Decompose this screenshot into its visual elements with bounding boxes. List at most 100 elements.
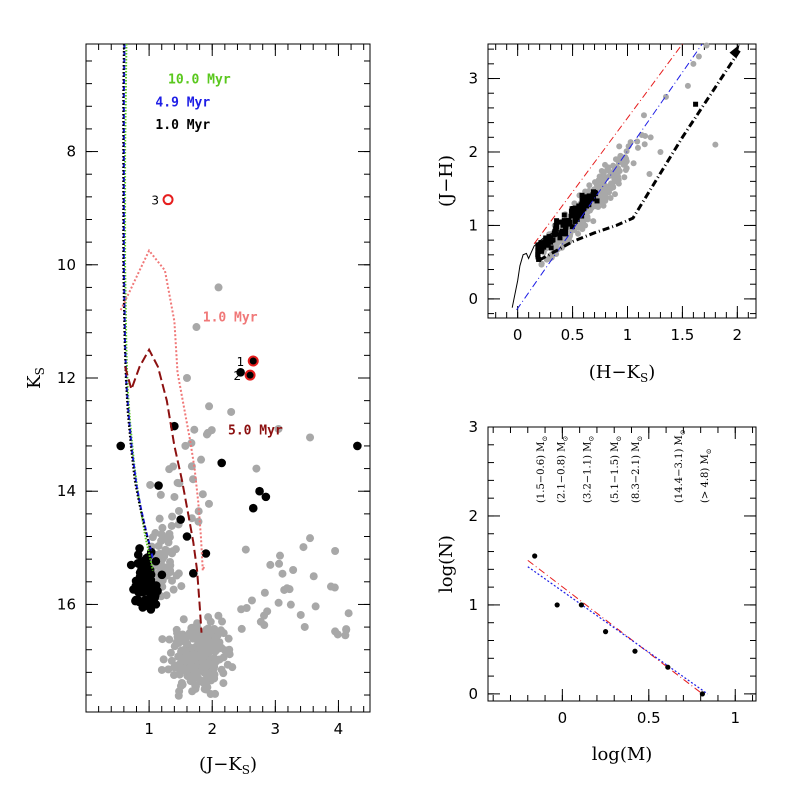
gray-star <box>289 565 298 574</box>
y-tick-label: 14 <box>57 482 76 500</box>
isochrone-line <box>124 43 154 571</box>
gray-star <box>164 665 173 674</box>
isochrone-line <box>119 248 206 571</box>
labeled-star-id: 1 <box>237 355 245 369</box>
black-star <box>563 231 569 237</box>
gray-star <box>201 663 210 672</box>
axes-frame <box>85 43 371 713</box>
gray-star <box>621 174 628 181</box>
black-star <box>538 248 544 254</box>
y-tick-label: 0 <box>468 685 478 703</box>
gray-star <box>174 506 183 515</box>
gray-star <box>186 677 195 686</box>
y-tick-label: 12 <box>57 369 76 387</box>
black-star <box>554 218 560 224</box>
x-tick-label: 2 <box>207 720 217 738</box>
gray-star <box>167 521 176 530</box>
gray-star <box>146 480 155 489</box>
gray-star <box>610 184 617 191</box>
gray-star <box>166 648 175 657</box>
gray-star <box>177 582 186 591</box>
gray-star <box>646 171 653 178</box>
isochrone-label: 1.0 Myr <box>203 310 258 325</box>
black-star <box>572 218 578 224</box>
isochrone-line <box>122 43 153 554</box>
x-tick-label: 3 <box>271 720 281 738</box>
black-star <box>154 481 163 490</box>
data-point <box>532 553 538 559</box>
gray-star <box>187 462 196 471</box>
gray-star <box>165 635 174 644</box>
gray-star <box>579 222 586 229</box>
black-star <box>560 221 566 227</box>
black-star <box>535 247 541 253</box>
x-tick-label: 4 <box>334 720 344 738</box>
gray-star <box>223 660 232 669</box>
locus-line <box>511 228 568 308</box>
black-star <box>176 515 185 524</box>
black-star <box>261 492 271 502</box>
gray-star <box>219 629 228 638</box>
gray-star <box>165 465 174 474</box>
y-tick-label: 10 <box>57 256 76 274</box>
black-star <box>585 196 591 202</box>
gray-star <box>205 402 214 411</box>
gray-star <box>217 665 226 674</box>
black-star <box>572 205 578 211</box>
gray-star <box>197 645 206 654</box>
gray-star <box>605 166 612 173</box>
gray-star <box>175 660 184 669</box>
gray-star <box>634 138 641 145</box>
black-star <box>574 210 580 216</box>
black-star <box>157 570 167 580</box>
gray-star <box>164 563 173 572</box>
black-star <box>182 532 192 541</box>
black-star <box>580 200 586 206</box>
gray-star <box>623 155 630 162</box>
gray-star <box>657 148 664 155</box>
gray-star <box>157 665 166 674</box>
black-star <box>201 549 211 558</box>
x-tick-label: 1.5 <box>670 326 694 344</box>
x-tick-label: 0 <box>513 326 523 344</box>
black-star <box>143 581 153 591</box>
gray-star <box>309 572 318 581</box>
black-star <box>569 206 575 212</box>
y-axis-label: log(N) <box>436 535 457 593</box>
gray-star <box>168 512 177 521</box>
gray-star <box>202 679 211 688</box>
gray-star <box>590 218 597 225</box>
gray-star <box>260 588 269 597</box>
gray-star <box>209 664 218 673</box>
gray-star <box>598 168 605 175</box>
gray-star <box>342 625 351 634</box>
gray-star <box>274 598 283 607</box>
y-tick-label: 1 <box>468 596 478 614</box>
isochrone-label: 5.0 Myr <box>228 424 283 439</box>
black-star <box>557 232 563 238</box>
labeled-star-3 <box>162 194 174 206</box>
black-star <box>133 595 143 605</box>
gray-star <box>622 167 629 174</box>
y-tick-label: 2 <box>468 143 478 161</box>
gray-star <box>214 283 223 292</box>
mass-function-panel: 0 0.5 1 0 1 2 3 (1.5−0.6) M⊙ (2.1−0.8) M⊙ (3.2−1.… <box>436 418 757 765</box>
black-star <box>549 237 555 243</box>
gray-star <box>296 610 305 619</box>
black-star <box>535 254 541 260</box>
gray-star <box>602 161 609 168</box>
y-tick-label: 1 <box>468 216 478 234</box>
gray-star <box>165 529 174 538</box>
gray-star <box>599 176 606 183</box>
gray-star <box>194 517 203 526</box>
gray-star <box>159 655 168 664</box>
gray-star <box>344 609 353 618</box>
gray-star <box>311 602 320 611</box>
black-star <box>543 237 549 243</box>
black-star <box>565 220 571 226</box>
black-star <box>248 503 258 513</box>
gray-star <box>256 617 265 626</box>
gray-star <box>630 160 637 167</box>
black-star <box>577 208 583 214</box>
